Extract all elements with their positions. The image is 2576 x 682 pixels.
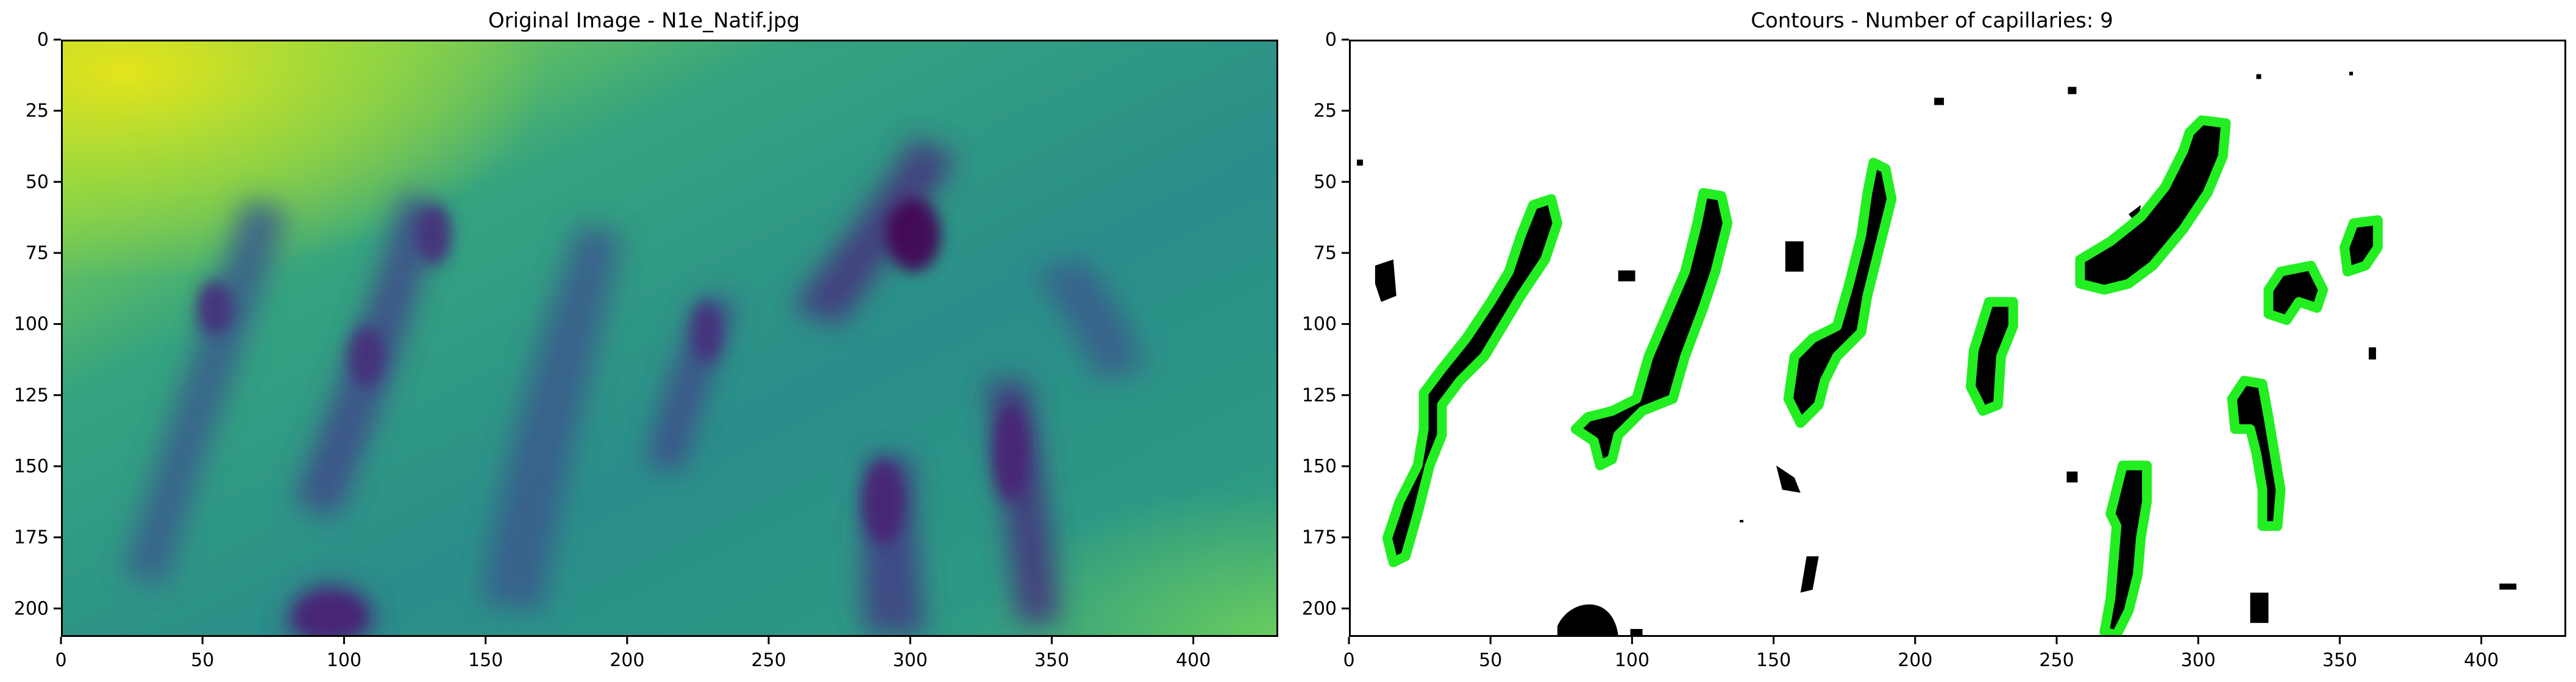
capillary-1 xyxy=(1382,194,1562,567)
x-tick-label: 100 xyxy=(1615,650,1649,671)
x-tick-label: 250 xyxy=(751,650,786,671)
x-tick-label: 0 xyxy=(55,650,66,671)
capillary-contours xyxy=(1382,115,2383,635)
x-tick-label: 200 xyxy=(1898,650,1932,671)
capillary-3 xyxy=(1783,157,1897,428)
x-tick-label: 150 xyxy=(468,650,503,671)
x-tick-label: 300 xyxy=(2181,650,2216,671)
original-image-title: Original Image - N1e_Natif.jpg xyxy=(488,9,800,33)
y-tick-label: 200 xyxy=(1302,598,1337,619)
x-tick-label: 400 xyxy=(1176,650,1211,671)
y-tick-label: 75 xyxy=(1314,243,1337,264)
y-tick-label: 125 xyxy=(14,385,49,406)
x-tick-label: 150 xyxy=(1756,650,1791,671)
y-tick-label: 175 xyxy=(1302,527,1337,549)
y-tick-label: 25 xyxy=(26,101,49,122)
y-tick-label: 50 xyxy=(1314,171,1337,193)
y-tick-label: 25 xyxy=(1314,101,1337,122)
x-tick-label: 350 xyxy=(2322,650,2357,671)
capillary-2 xyxy=(1570,188,1733,471)
original-image-frame xyxy=(61,40,1278,637)
y-tick-label: 125 xyxy=(1302,385,1337,406)
capillary-10 xyxy=(1630,629,1643,635)
x-tick-label: 0 xyxy=(1343,650,1354,671)
capillary-6 xyxy=(2339,215,2383,277)
contours-panel: Contours - Number of capillaries: 9 xyxy=(1288,0,2576,682)
contours-frame xyxy=(1349,40,2566,637)
x-tick-label: 50 xyxy=(191,650,214,671)
y-tick-label: 200 xyxy=(14,598,49,619)
capillary-5 xyxy=(2075,115,2231,295)
x-tick-label: 400 xyxy=(2464,650,2499,671)
x-tick-label: 250 xyxy=(2039,650,2074,671)
capillary-4 xyxy=(1965,297,2018,416)
y-tick-label: 175 xyxy=(14,527,49,549)
x-tick-label: 50 xyxy=(1479,650,1502,671)
y-tick-label: 100 xyxy=(14,314,49,335)
capillary-7 xyxy=(2263,260,2329,325)
capillary-9 xyxy=(2099,460,2152,635)
y-tick-label: 75 xyxy=(26,243,49,264)
y-tick-label: 150 xyxy=(14,456,49,477)
contours-title: Contours - Number of capillaries: 9 xyxy=(1751,9,2113,33)
y-tick-label: 100 xyxy=(1302,314,1337,335)
original-image xyxy=(63,41,1276,635)
x-tick-label: 200 xyxy=(610,650,644,671)
y-tick-label: 50 xyxy=(26,171,49,193)
y-tick-label: 150 xyxy=(1302,456,1337,477)
x-tick-label: 350 xyxy=(1034,650,1069,671)
noise-blobs xyxy=(1356,71,2517,635)
original-image-panel: Original Image - N1e_Natif.jpg xyxy=(14,9,1278,671)
contours-x-ticks: 0 50 100 150 200 250 300 350 400 xyxy=(1343,637,2499,671)
x-tick-label: 100 xyxy=(327,650,361,671)
contours-image xyxy=(1351,41,2564,635)
capillary-8 xyxy=(2227,375,2286,531)
original-image-x-ticks: 0 50 100 150 200 250 300 350 400 xyxy=(55,637,1211,671)
x-tick-label: 300 xyxy=(893,650,928,671)
